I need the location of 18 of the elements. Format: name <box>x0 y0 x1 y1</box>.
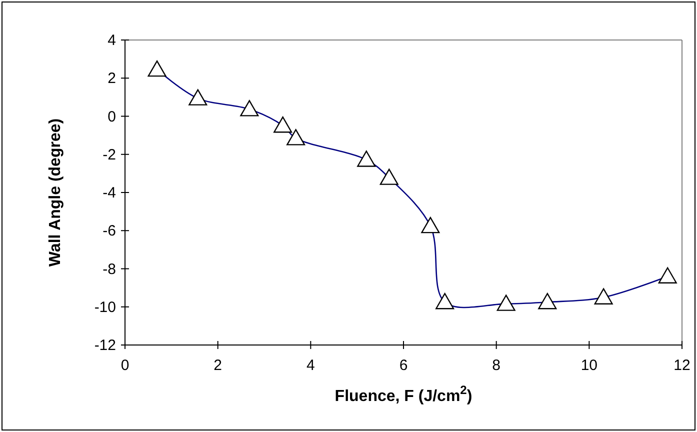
y-tick-label: -4 <box>102 184 116 202</box>
y-tick-label: -12 <box>94 337 116 354</box>
x-tick-label: 2 <box>214 357 222 374</box>
y-tick-label: -10 <box>94 298 116 316</box>
y-tick-label: -2 <box>102 146 116 164</box>
x-tick-label: 12 <box>674 357 690 374</box>
y-tick-label: 2 <box>108 70 116 88</box>
y-tick-label: 4 <box>108 32 116 49</box>
x-tick-label: 8 <box>492 357 501 374</box>
x-tick-label: 10 <box>580 357 598 374</box>
x-tick-label: 6 <box>399 357 408 374</box>
x-axis-title: Fluence, F (J/cm$^{2}$) <box>334 383 472 405</box>
x-tick-label: 0 <box>120 357 130 374</box>
y-tick-label: -6 <box>102 222 116 240</box>
x-tick-label: 4 <box>306 357 315 374</box>
y-tick-label: -8 <box>102 260 116 278</box>
y-tick-label: 0 <box>108 108 116 126</box>
y-axis-title: Wall Angle (degree) <box>47 118 64 267</box>
